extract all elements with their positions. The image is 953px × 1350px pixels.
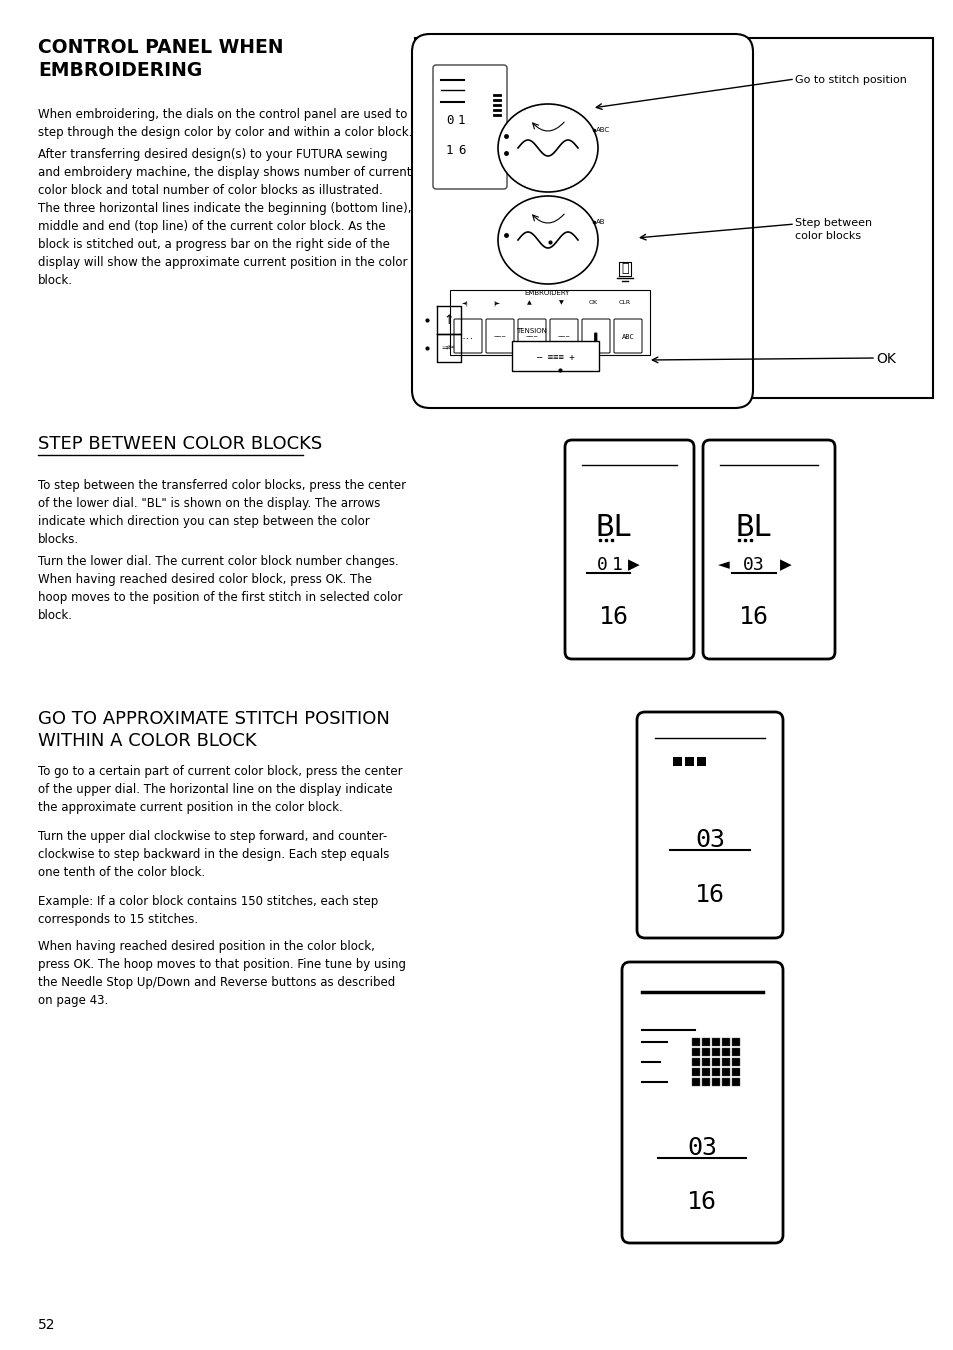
Ellipse shape (497, 196, 598, 284)
Text: ↑: ↑ (443, 313, 454, 327)
FancyBboxPatch shape (412, 34, 752, 408)
Text: 1: 1 (611, 556, 621, 574)
Text: ...: ... (461, 333, 474, 340)
Bar (691, 1068, 700, 1076)
Text: TENSION: TENSION (516, 328, 546, 333)
Ellipse shape (497, 104, 598, 192)
Text: When embroidering, the dials on the control panel are used to
step through the d: When embroidering, the dials on the cont… (38, 108, 412, 139)
Bar (731, 1079, 740, 1085)
Bar (731, 1048, 740, 1056)
Text: ▐▌: ▐▌ (591, 333, 599, 342)
Text: AB: AB (596, 219, 605, 225)
Text: — ≡≡≡ +: — ≡≡≡ + (537, 352, 575, 362)
Bar (721, 1038, 729, 1046)
Bar (711, 1058, 720, 1066)
Bar (711, 1068, 720, 1076)
Bar (721, 1068, 729, 1076)
FancyBboxPatch shape (564, 440, 693, 659)
Bar (721, 1058, 729, 1066)
Text: 1: 1 (446, 143, 453, 157)
Text: CLR: CLR (618, 300, 630, 305)
Text: ABC: ABC (596, 127, 610, 134)
Text: EMBROIDERY: EMBROIDERY (524, 290, 569, 296)
Text: BL: BL (735, 513, 772, 541)
Text: ▲: ▲ (526, 300, 531, 305)
Bar (701, 1068, 709, 1076)
Text: ~~~: ~~~ (493, 333, 506, 340)
Text: ◄|: ◄| (461, 300, 468, 305)
Text: 16: 16 (695, 883, 724, 907)
Text: After transferring desired design(s) to your FUTURA sewing
and embroidery machin: After transferring desired design(s) to … (38, 148, 411, 288)
Text: To step between the transferred color blocks, press the center
of the lower dial: To step between the transferred color bl… (38, 479, 406, 545)
Text: OK: OK (875, 352, 895, 366)
Text: ⇒✂: ⇒✂ (441, 343, 456, 352)
Bar (711, 1048, 720, 1056)
Text: 0: 0 (446, 113, 453, 127)
Text: Example: If a color block contains 150 stitches, each step
corresponds to 15 sti: Example: If a color block contains 150 s… (38, 895, 377, 926)
Text: 03: 03 (695, 828, 724, 852)
Bar (691, 1048, 700, 1056)
Bar (672, 757, 681, 765)
Text: ~~~: ~~~ (525, 333, 537, 340)
Bar (711, 1038, 720, 1046)
Text: CONTROL PANEL WHEN
EMBROIDERING: CONTROL PANEL WHEN EMBROIDERING (38, 38, 283, 80)
Text: When having reached desired position in the color block,
press OK. The hoop move: When having reached desired position in … (38, 940, 406, 1007)
Bar (711, 1079, 720, 1085)
Bar (691, 1058, 700, 1066)
Text: 1: 1 (457, 113, 465, 127)
Bar (721, 1079, 729, 1085)
Bar (701, 1038, 709, 1046)
Text: 0: 0 (596, 556, 607, 574)
Bar (701, 1048, 709, 1056)
Bar (731, 1058, 740, 1066)
Bar (731, 1038, 740, 1046)
Text: STEP BETWEEN COLOR BLOCKS: STEP BETWEEN COLOR BLOCKS (38, 435, 322, 454)
FancyBboxPatch shape (581, 319, 609, 352)
Text: |►: |► (493, 300, 500, 305)
Text: 16: 16 (598, 605, 628, 629)
Text: BL: BL (595, 513, 632, 541)
Text: 03: 03 (686, 1135, 717, 1160)
Bar (701, 1079, 709, 1085)
Text: ▼: ▼ (558, 300, 563, 305)
Text: ABC: ABC (621, 333, 634, 340)
Bar (697, 757, 705, 765)
FancyBboxPatch shape (454, 319, 481, 352)
Text: 03: 03 (742, 556, 764, 574)
FancyBboxPatch shape (621, 963, 782, 1243)
Text: OK: OK (588, 300, 597, 305)
FancyBboxPatch shape (702, 440, 834, 659)
Text: ▶: ▶ (780, 558, 791, 572)
Bar (721, 1048, 729, 1056)
Text: 16: 16 (686, 1189, 717, 1214)
FancyBboxPatch shape (433, 65, 506, 189)
Bar (691, 1038, 700, 1046)
FancyBboxPatch shape (512, 342, 598, 371)
FancyBboxPatch shape (637, 711, 782, 938)
Text: Go to stitch position: Go to stitch position (794, 76, 906, 85)
Text: ⬛: ⬛ (620, 262, 628, 274)
Text: 52: 52 (38, 1318, 55, 1332)
FancyBboxPatch shape (450, 290, 649, 355)
FancyBboxPatch shape (550, 319, 578, 352)
Text: ▶: ▶ (627, 558, 639, 572)
Text: Turn the upper dial clockwise to step forward, and counter-
clockwise to step ba: Turn the upper dial clockwise to step fo… (38, 830, 389, 879)
Bar (684, 757, 693, 765)
Text: GO TO APPROXIMATE STITCH POSITION
WITHIN A COLOR BLOCK: GO TO APPROXIMATE STITCH POSITION WITHIN… (38, 710, 390, 749)
FancyBboxPatch shape (415, 38, 932, 398)
Bar (691, 1079, 700, 1085)
Text: To go to a certain part of current color block, press the center
of the upper di: To go to a certain part of current color… (38, 765, 402, 814)
Bar (731, 1068, 740, 1076)
Text: Step between
color blocks: Step between color blocks (794, 217, 871, 242)
FancyBboxPatch shape (614, 319, 641, 352)
FancyBboxPatch shape (517, 319, 545, 352)
Text: 6: 6 (457, 143, 465, 157)
Text: Turn the lower dial. The current color block number changes.
When having reached: Turn the lower dial. The current color b… (38, 555, 402, 622)
FancyBboxPatch shape (485, 319, 514, 352)
Text: 16: 16 (739, 605, 768, 629)
Text: ~~~: ~~~ (558, 333, 570, 340)
Bar (701, 1058, 709, 1066)
Text: ◄: ◄ (718, 558, 729, 572)
